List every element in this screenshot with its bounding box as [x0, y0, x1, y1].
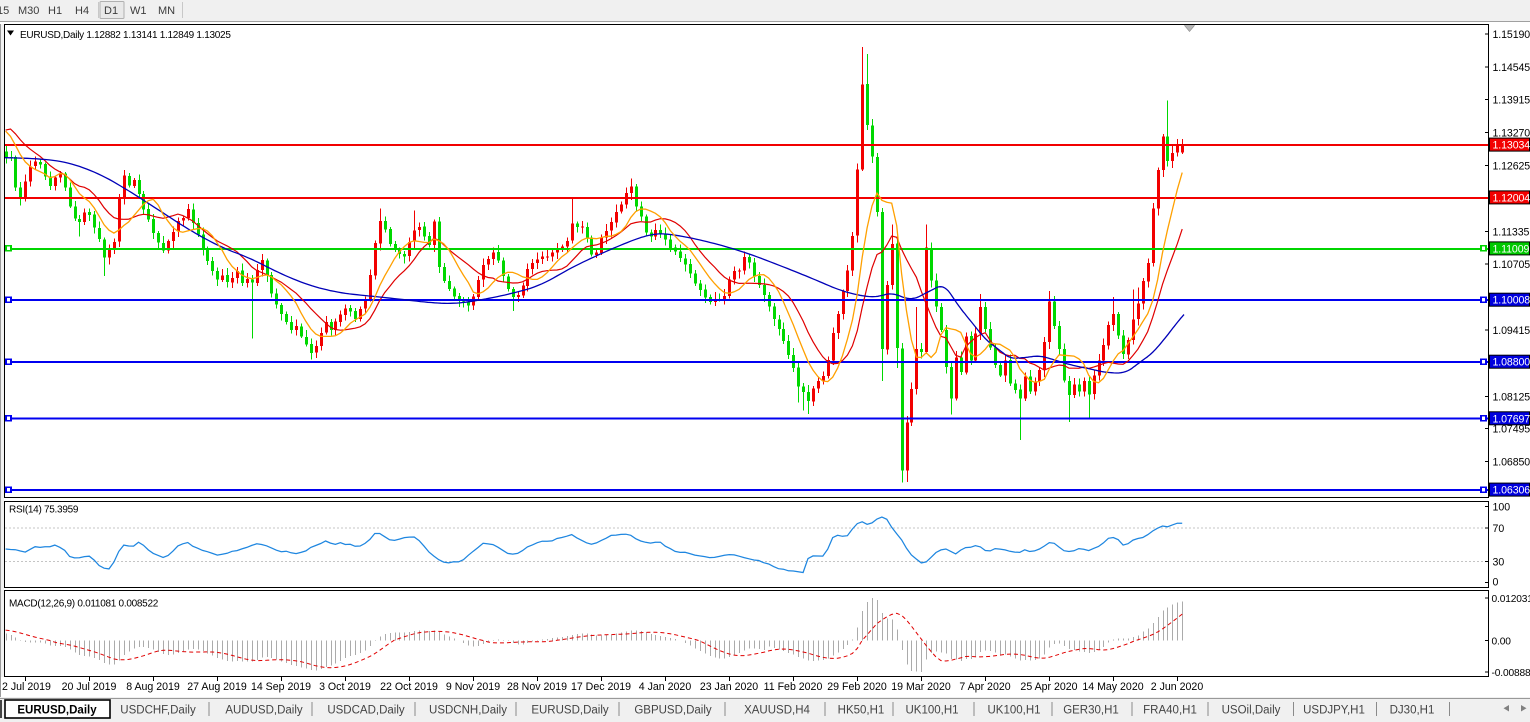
svg-text:1.08800: 1.08800 [1493, 357, 1530, 369]
svg-text:0: 0 [1493, 577, 1499, 589]
svg-text:1.13915: 1.13915 [1493, 94, 1530, 106]
svg-text:USDCHF,Daily: USDCHF,Daily [120, 705, 196, 717]
svg-text:3 Oct 2019: 3 Oct 2019 [319, 681, 371, 693]
svg-text:HK50,H1: HK50,H1 [838, 705, 885, 717]
svg-text:1.15190: 1.15190 [1493, 29, 1530, 41]
svg-text:14 Sep 2019: 14 Sep 2019 [251, 681, 311, 693]
svg-text:UK100,H1: UK100,H1 [905, 705, 958, 717]
svg-text:USOil,Daily: USOil,Daily [1222, 705, 1281, 717]
svg-text:19 Mar 2020: 19 Mar 2020 [891, 681, 951, 693]
svg-text:H1: H1 [48, 5, 62, 17]
svg-text:9 Nov 2019: 9 Nov 2019 [446, 681, 500, 693]
svg-text:1.10705: 1.10705 [1493, 259, 1530, 271]
svg-text:EURUSD,Daily 1.12882 1.13141: EURUSD,Daily 1.12882 1.13141 1.12849 1.1… [20, 30, 231, 41]
svg-text:17 Dec 2019: 17 Dec 2019 [571, 681, 631, 693]
svg-text:1.12004: 1.12004 [1493, 192, 1530, 204]
svg-text:0.012031: 0.012031 [1492, 594, 1530, 605]
svg-text:30: 30 [1493, 557, 1505, 569]
svg-text:1.10008: 1.10008 [1493, 295, 1530, 307]
svg-text:H4: H4 [75, 5, 89, 17]
svg-text:1.06306: 1.06306 [1493, 485, 1530, 497]
svg-text:1.13034: 1.13034 [1493, 140, 1530, 152]
svg-text:15: 15 [0, 5, 9, 17]
svg-text:70: 70 [1493, 523, 1505, 535]
svg-text:RSI(14) 75.3959: RSI(14) 75.3959 [9, 505, 79, 516]
svg-text:FRA40,H1: FRA40,H1 [1143, 705, 1197, 717]
svg-text:25 Apr 2020: 25 Apr 2020 [1020, 681, 1077, 693]
svg-text:28 Nov 2019: 28 Nov 2019 [507, 681, 567, 693]
svg-text:EURUSD,Daily: EURUSD,Daily [531, 705, 609, 717]
svg-text:GER30,H1: GER30,H1 [1063, 705, 1119, 717]
svg-text:1.06850: 1.06850 [1493, 457, 1530, 469]
svg-text:M30: M30 [18, 5, 39, 17]
svg-text:4 Jan 2020: 4 Jan 2020 [639, 681, 692, 693]
svg-text:MN: MN [158, 5, 175, 17]
svg-text:1.11009: 1.11009 [1493, 243, 1530, 255]
svg-text:1.11335: 1.11335 [1493, 227, 1530, 239]
svg-text:22 Oct 2019: 22 Oct 2019 [380, 681, 438, 693]
svg-text:1.08125: 1.08125 [1493, 391, 1530, 403]
svg-text:0.00: 0.00 [1492, 637, 1512, 648]
svg-text:MACD(12,26,9) 0.011081 0.00852: MACD(12,26,9) 0.011081 0.008522 [9, 599, 159, 610]
svg-text:11 Feb 2020: 11 Feb 2020 [764, 681, 823, 693]
svg-text:D1: D1 [104, 5, 118, 17]
svg-text:USDJPY,H1: USDJPY,H1 [1303, 705, 1365, 717]
svg-text:23 Jan 2020: 23 Jan 2020 [700, 681, 758, 693]
svg-text:29 Feb 2020: 29 Feb 2020 [827, 681, 887, 693]
svg-text:1.12625: 1.12625 [1493, 161, 1530, 173]
svg-text:USDCNH,Daily: USDCNH,Daily [429, 705, 507, 717]
svg-text:20 Jul 2019: 20 Jul 2019 [62, 681, 117, 693]
svg-text:7 Apr 2020: 7 Apr 2020 [959, 681, 1010, 693]
svg-text:8 Aug 2019: 8 Aug 2019 [126, 681, 180, 693]
svg-text:27 Aug 2019: 27 Aug 2019 [187, 681, 247, 693]
svg-text:1.07697: 1.07697 [1493, 413, 1530, 425]
svg-text:GBPUSD,Daily: GBPUSD,Daily [634, 705, 712, 717]
svg-text:2 Jun 2020: 2 Jun 2020 [1151, 681, 1204, 693]
svg-text:DJ30,H1: DJ30,H1 [1390, 705, 1435, 717]
svg-text:UK100,H1: UK100,H1 [987, 705, 1040, 717]
svg-text:EURUSD,Daily: EURUSD,Daily [17, 705, 97, 717]
svg-text:-0.008881: -0.008881 [1492, 668, 1530, 679]
svg-text:USDCAD,Daily: USDCAD,Daily [327, 705, 405, 717]
svg-text:1.13270: 1.13270 [1493, 128, 1530, 140]
svg-text:1.09415: 1.09415 [1493, 325, 1530, 337]
svg-text:AUDUSD,Daily: AUDUSD,Daily [225, 705, 303, 717]
svg-text:2 Jul 2019: 2 Jul 2019 [2, 681, 51, 693]
svg-text:14 May 2020: 14 May 2020 [1082, 681, 1143, 693]
svg-text:XAUUSD,H4: XAUUSD,H4 [744, 705, 810, 717]
svg-text:W1: W1 [130, 5, 147, 17]
svg-text:1.14545: 1.14545 [1493, 62, 1530, 74]
svg-text:100: 100 [1493, 502, 1511, 514]
svg-text:1.07495: 1.07495 [1493, 424, 1530, 436]
